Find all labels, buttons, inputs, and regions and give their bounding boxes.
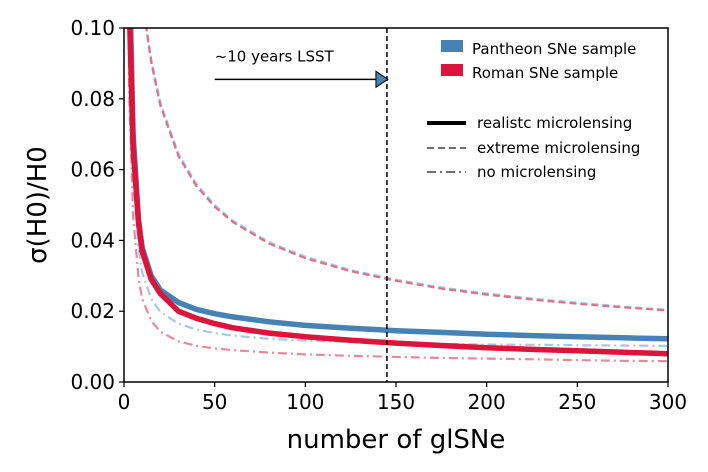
x-axis-label: number of glSNe xyxy=(287,425,506,455)
x-tick-label: 300 xyxy=(649,390,687,414)
lsst-annotation-text: ~10 years LSST xyxy=(215,48,335,66)
series-line-roman-solid xyxy=(127,28,668,357)
series-line-pantheon-dashdot xyxy=(128,28,668,347)
legend-label: no microlensing xyxy=(477,163,596,181)
y-axis-label: σ(H0)/H0 xyxy=(23,146,53,264)
legend-swatch xyxy=(441,40,463,52)
legend-label: Pantheon SNe sample xyxy=(472,40,636,58)
lsst-arrow-head xyxy=(375,70,389,89)
x-tick-label: 200 xyxy=(468,390,506,414)
y-tick-label: 0.08 xyxy=(70,87,115,111)
y-tick-label: 0.06 xyxy=(70,158,115,182)
series-line-roman-dashed xyxy=(145,28,668,312)
legend-label: extreme microlensing xyxy=(477,139,640,157)
y-tick-label: 0.04 xyxy=(70,228,115,252)
y-tick-label: 0.00 xyxy=(70,370,115,394)
x-tick-label: 250 xyxy=(558,390,596,414)
x-tick-label: 0 xyxy=(118,390,131,414)
x-tick-label: 150 xyxy=(377,390,415,414)
y-tick-label: 0.10 xyxy=(70,16,115,40)
legend-swatch xyxy=(441,64,463,76)
y-tick-label: 0.02 xyxy=(70,299,115,323)
x-tick-label: 100 xyxy=(286,390,324,414)
x-tick-label: 50 xyxy=(202,390,227,414)
legend-label: realistc microlensing xyxy=(477,114,632,132)
legend-label: Roman SNe sample xyxy=(472,64,618,82)
